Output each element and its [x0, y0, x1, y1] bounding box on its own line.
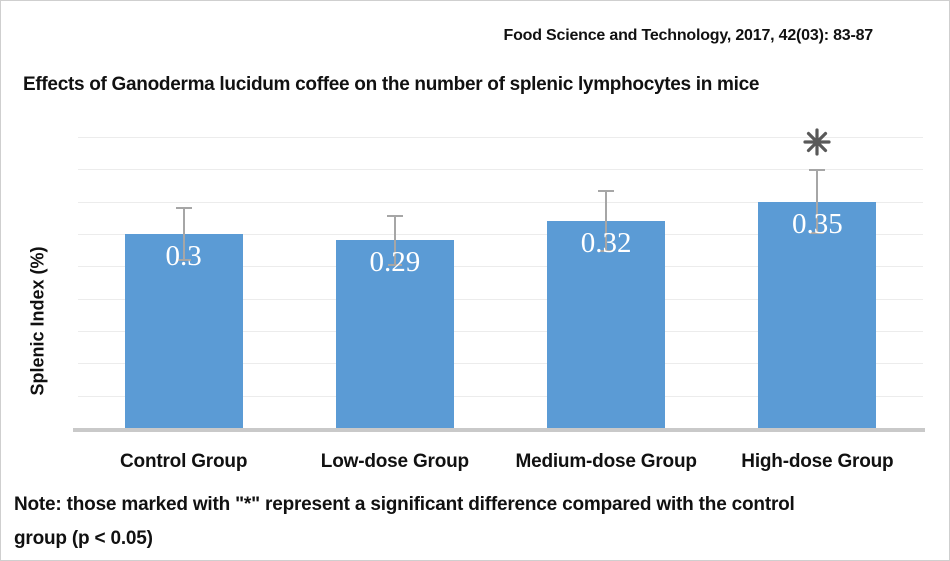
- note-line-2: group (p < 0.05): [14, 528, 153, 549]
- gridline: [78, 298, 923, 300]
- bar-high-dose-group: 0.35: [758, 201, 877, 428]
- error-bar-bottom-cap: [387, 264, 402, 267]
- significance-marker-icon: [803, 128, 831, 161]
- error-bar: [605, 190, 608, 253]
- bar-low-dose-group: 0.29: [335, 240, 454, 428]
- journal-citation: Food Science and Technology, 2017, 42(03…: [503, 27, 874, 44]
- error-bar-bottom-cap: [810, 232, 825, 234]
- plot-area: 0.3 0.29 0.32 0.35: [78, 128, 923, 428]
- error-bar: [816, 169, 819, 234]
- gridline: [78, 169, 923, 171]
- error-bar-top-cap: [598, 190, 615, 193]
- gridline: [78, 266, 923, 268]
- bar-value-label: 0.29: [369, 246, 421, 279]
- x-axis-line: [73, 428, 925, 432]
- bar-control-group: 0.3: [124, 234, 243, 428]
- bar-value-label: 0.3: [165, 240, 202, 272]
- chart-title: Effects of Ganoderma lucidum coffee on t…: [23, 74, 760, 95]
- x-tick-label-medium-dose-group: Medium-dose Group: [515, 451, 697, 472]
- error-bar-top-cap: [809, 169, 826, 172]
- gridline: [78, 395, 923, 397]
- gridline: [78, 331, 923, 332]
- gridline: [78, 234, 923, 235]
- gridline: [78, 363, 923, 365]
- x-axis-tick-labels: Control Group Low-dose Group Medium-dose G…: [78, 451, 923, 479]
- gridline: [78, 201, 923, 203]
- x-tick-label-high-dose-group: High-dose Group: [741, 451, 894, 472]
- y-axis-label: Splenic Index (%): [27, 246, 48, 396]
- x-tick-label-control-group: Control Group: [120, 451, 248, 472]
- error-bar-bottom-cap: [599, 250, 614, 253]
- error-bar-bottom-cap: [176, 259, 191, 262]
- gridline: [78, 137, 923, 138]
- error-bar-top-cap: [175, 206, 192, 209]
- figure-note: Note: those marked with "*" represent a …: [14, 488, 795, 556]
- error-bar-top-cap: [386, 214, 403, 217]
- bar-value-label: 0.32: [580, 227, 632, 260]
- error-bar: [393, 214, 396, 267]
- x-tick-label-low-dose-group: Low-dose Group: [320, 451, 469, 472]
- note-line-1: Note: those marked with "*" represent a …: [14, 494, 795, 515]
- error-bar: [182, 206, 185, 262]
- bar-value-label: 0.35: [792, 207, 843, 240]
- bar-medium-dose-group: 0.32: [547, 221, 666, 428]
